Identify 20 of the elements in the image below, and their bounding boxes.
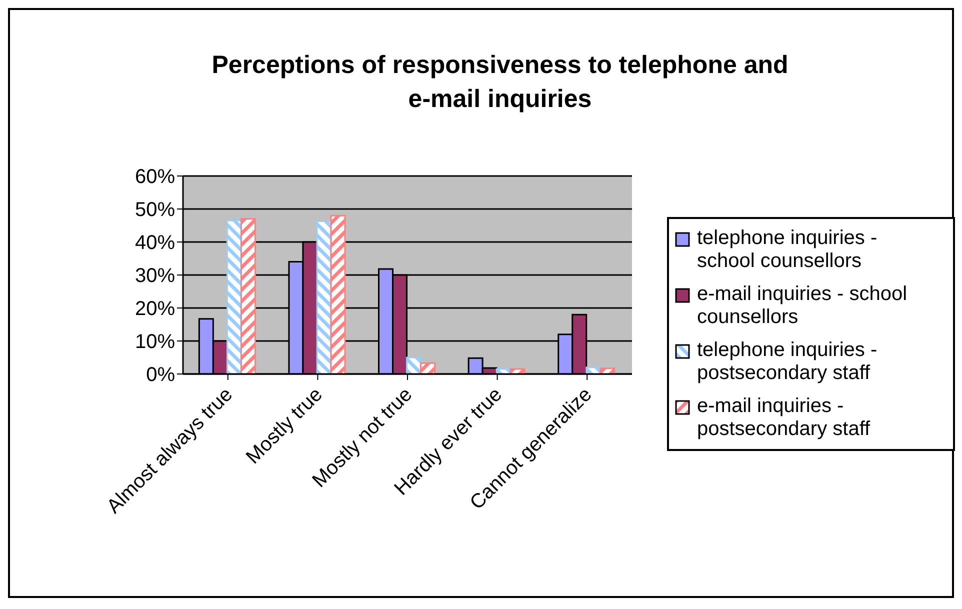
bar: [406, 356, 422, 374]
bar: [226, 220, 242, 374]
y-tick-label: 0%: [146, 364, 176, 386]
chart-title: Perceptions of responsiveness to telephone and e-mail inquiries: [210, 50, 790, 115]
legend-label: e-mail inquiries - school counsellors: [697, 283, 908, 329]
y-tick-label: 20%: [134, 298, 176, 320]
bar: [330, 214, 346, 374]
bar: [240, 218, 256, 374]
y-tick-label: 10%: [134, 331, 176, 354]
y-tick-label: 60%: [134, 166, 176, 188]
legend-label: telephone inquiries - school counsellors: [697, 227, 878, 273]
bar: [510, 368, 526, 374]
bar: [420, 362, 436, 374]
bar: [600, 368, 616, 374]
legend-label: telephone inquiries - postsecondary staff: [697, 339, 878, 385]
y-tick-label: 30%: [134, 265, 176, 288]
bar: [316, 220, 332, 374]
y-tick-label: 50%: [134, 199, 176, 222]
y-tick-label: 40%: [134, 232, 176, 254]
legend-label: e-mail inquiries - postsecondary staff: [697, 395, 872, 441]
